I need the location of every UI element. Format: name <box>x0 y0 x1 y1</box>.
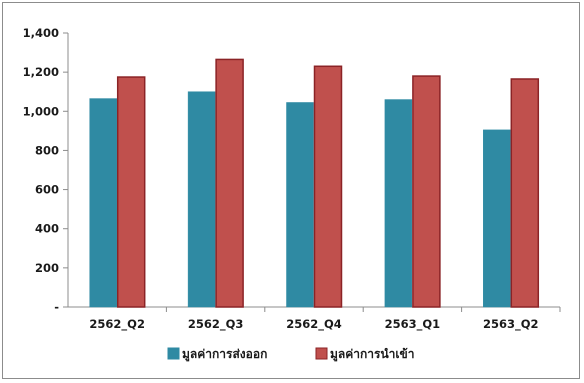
legend-label: มูลค่าการส่งออก <box>182 347 267 362</box>
y-tick-label: 200 <box>35 261 59 275</box>
bar-import <box>313 65 343 308</box>
bar-export <box>286 102 314 308</box>
x-tick-label: 2563_Q2 <box>483 317 539 332</box>
y-axis: - 200 400 600 800 1,000 1,200 1,400 <box>23 26 69 314</box>
y-tick-label: 1,000 <box>23 104 59 118</box>
legend-label: มูลค่าการนำเข้า <box>330 347 414 362</box>
x-tick-label: 2563_Q1 <box>385 317 441 332</box>
bar-import <box>510 78 540 308</box>
legend: มูลค่าการส่งออก มูลค่าการนำเข้า <box>167 347 414 362</box>
bar-import <box>412 75 441 308</box>
x-tick-label: 2562_Q4 <box>286 317 342 332</box>
y-tick-label: - <box>54 300 59 314</box>
y-tick-label: 800 <box>35 143 59 157</box>
bar-import <box>215 58 244 308</box>
bar-export <box>187 91 216 308</box>
x-tick-label: 2562_Q3 <box>188 317 244 332</box>
legend-swatch <box>315 347 328 360</box>
bar-export <box>483 129 511 308</box>
bar-export <box>89 98 117 308</box>
y-tick-label: 1,200 <box>23 65 59 79</box>
y-tick-label: 1,400 <box>23 26 59 40</box>
x-axis: 2562_Q2 2562_Q3 2562_Q4 2563_Q1 2563_Q2 <box>68 306 561 332</box>
legend-swatch <box>167 347 180 360</box>
bar-import <box>116 76 146 308</box>
bar-export <box>384 99 413 308</box>
y-tick-label: 600 <box>35 183 59 197</box>
y-tick-label: 400 <box>35 222 59 236</box>
bars <box>89 58 540 308</box>
x-tick-label: 2562_Q2 <box>89 317 145 332</box>
